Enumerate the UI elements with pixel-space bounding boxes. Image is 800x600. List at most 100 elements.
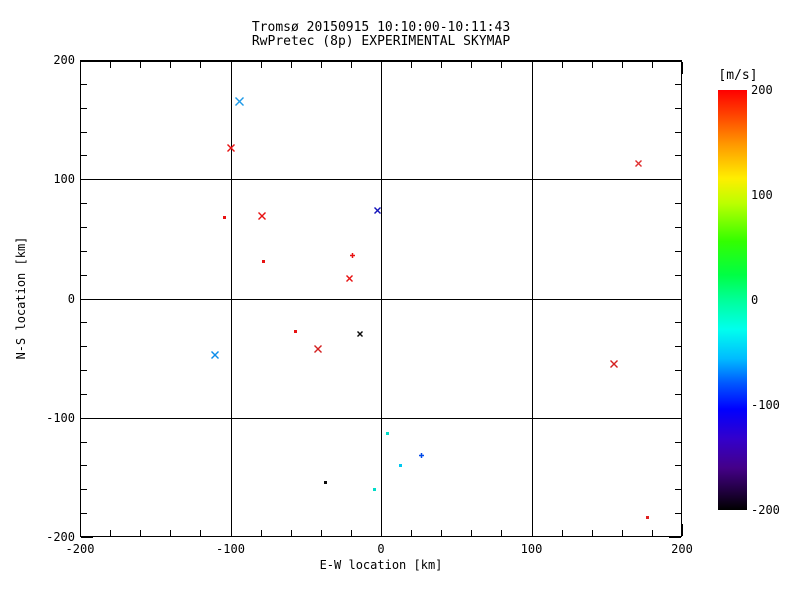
colorbar-tick-label: 0	[751, 293, 759, 307]
x-marker-icon	[226, 144, 235, 153]
axis-tick	[531, 62, 533, 74]
x-marker-icon	[235, 97, 245, 107]
data-point-marker	[345, 274, 353, 282]
dot-marker-icon	[293, 330, 297, 334]
axis-tick	[80, 524, 81, 536]
data-point-marker	[634, 160, 642, 168]
axis-tick	[81, 60, 93, 61]
axis-tick	[81, 274, 87, 276]
axis-tick	[471, 62, 473, 68]
axis-tick	[320, 530, 322, 536]
axis-tick	[591, 62, 593, 68]
axis-tick	[621, 530, 623, 536]
y-tick-label: 0	[67, 291, 75, 306]
axis-tick	[350, 62, 352, 68]
axis-tick	[621, 62, 623, 68]
colorbar-title: [m/s]	[718, 68, 758, 83]
axis-tick	[675, 393, 681, 395]
plus-marker-icon	[349, 253, 355, 259]
axis-tick	[675, 83, 681, 85]
dot-marker-icon	[222, 215, 226, 219]
axis-tick	[81, 393, 87, 395]
axis-tick	[350, 530, 352, 536]
dot-marker-icon	[323, 480, 327, 484]
axis-tick	[80, 62, 81, 74]
data-point-marker	[313, 344, 322, 353]
axis-tick	[230, 62, 232, 74]
axis-tick	[320, 62, 322, 68]
axis-tick	[669, 417, 681, 419]
colorbar-tick-label: -100	[751, 398, 780, 412]
x-marker-icon	[345, 274, 353, 282]
axis-tick	[81, 417, 93, 419]
axis-tick	[381, 524, 382, 536]
axis-tick	[675, 465, 681, 467]
axis-tick	[675, 322, 681, 324]
x-axis-label: E-W location [km]	[319, 558, 443, 572]
axis-tick	[561, 62, 563, 68]
axis-tick	[81, 250, 87, 252]
data-point-marker	[374, 206, 382, 214]
y-tick-label: 100	[53, 172, 75, 187]
axis-tick	[200, 62, 202, 68]
chart-subtitle: RwPretec (8p) EXPERIMENTAL SKYMAP	[251, 34, 511, 49]
x-tick-label: 100	[520, 542, 543, 556]
axis-tick	[81, 370, 87, 372]
data-point-marker	[258, 212, 267, 221]
x-tick-label: 0	[377, 542, 385, 556]
x-marker-icon	[610, 360, 619, 369]
axis-tick	[230, 524, 232, 536]
axis-tick	[81, 346, 87, 348]
x-marker-icon	[258, 212, 267, 221]
axis-tick	[411, 530, 413, 536]
axis-tick	[81, 298, 93, 300]
x-marker-icon	[211, 350, 220, 359]
axis-tick	[170, 530, 172, 536]
axis-tick	[260, 530, 262, 536]
data-point-marker	[356, 331, 363, 338]
axis-tick	[81, 179, 93, 181]
axis-tick	[290, 62, 292, 68]
axis-tick	[675, 131, 681, 133]
x-tick-label: 200	[671, 542, 693, 556]
x-marker-icon	[356, 331, 363, 338]
dot-marker-icon	[645, 516, 649, 520]
axis-tick	[260, 62, 262, 68]
axis-tick	[675, 370, 681, 372]
colorbar-tick-label: -200	[751, 503, 780, 517]
dot-marker-icon	[262, 260, 266, 264]
axis-tick	[170, 62, 172, 68]
axis-tick	[81, 322, 87, 324]
axis-tick	[110, 530, 112, 536]
axis-tick	[651, 530, 653, 536]
x-tick-label: -200	[65, 542, 95, 556]
axis-tick	[501, 62, 503, 68]
dot-marker-icon	[373, 487, 377, 491]
x-tick-label: -100	[216, 542, 245, 556]
data-point-marker	[419, 453, 425, 459]
axis-tick	[675, 226, 681, 228]
chart-title-block: Tromsø 20150915 10:10:00-10:11:43 RwPret…	[80, 21, 682, 49]
dot-marker-icon	[385, 431, 389, 435]
axis-tick	[675, 489, 681, 491]
axis-tick	[675, 441, 681, 443]
axis-tick	[81, 441, 87, 443]
data-point-marker	[349, 253, 355, 259]
y-tick-label: -100	[46, 410, 75, 425]
axis-tick	[682, 524, 683, 536]
axis-tick	[290, 530, 292, 536]
axis-tick	[81, 83, 87, 85]
x-marker-icon	[374, 206, 382, 214]
axis-tick	[675, 513, 681, 515]
axis-tick	[81, 155, 87, 157]
axis-tick	[81, 226, 87, 228]
axis-tick	[140, 62, 142, 68]
axis-tick	[81, 489, 87, 491]
axis-tick	[591, 530, 593, 536]
axis-tick	[501, 530, 503, 536]
axis-tick	[561, 530, 563, 536]
axis-tick	[675, 107, 681, 109]
data-point-marker	[235, 97, 245, 107]
dot-marker-icon	[399, 463, 403, 467]
